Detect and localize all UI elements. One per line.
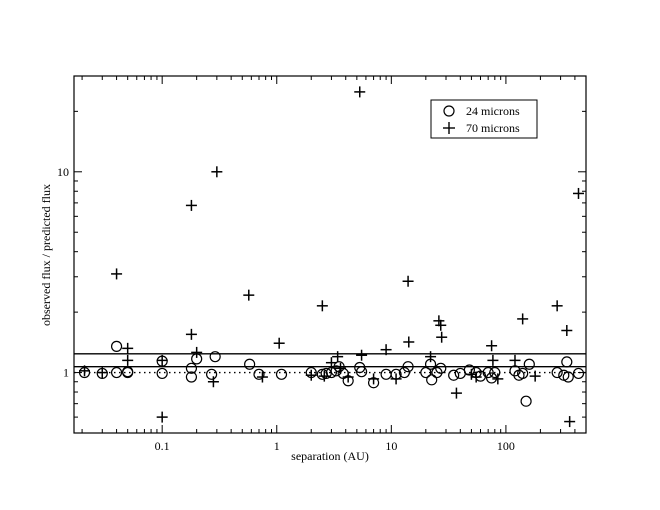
point-70-microns [318, 370, 330, 382]
point-24-microns [561, 356, 573, 368]
point-70-microns [185, 328, 197, 340]
point-70-microns [561, 324, 573, 336]
point-70-microns [564, 416, 576, 428]
point-70-microns [368, 373, 380, 385]
point-70-microns [243, 289, 255, 301]
point-24-microns [398, 366, 410, 379]
plot-frame [73, 75, 587, 434]
point-24-microns [551, 366, 563, 379]
reference-lines [74, 353, 586, 374]
point-24-microns [402, 361, 414, 373]
y-tick-label: 1 [63, 366, 69, 380]
point-70-microns [450, 387, 462, 399]
point-70-microns [551, 300, 563, 312]
y-axis-label: observed flux / predicted flux [39, 184, 53, 326]
x-tick-label: 0.1 [155, 439, 170, 453]
point-24-microns [426, 374, 438, 386]
point-24-microns [244, 358, 256, 370]
y-tick-label: 10 [57, 165, 69, 179]
point-70-microns [572, 187, 584, 199]
legend-label-24-microns: 24 microns [466, 104, 520, 118]
point-24-microns [572, 367, 585, 380]
point-70-microns [96, 367, 108, 379]
point-70-microns [111, 268, 123, 280]
point-70-microns [492, 373, 504, 385]
point-70-microns [156, 411, 168, 423]
point-70-microns [325, 357, 337, 369]
point-24-microns [520, 395, 532, 407]
point-70-microns [425, 351, 437, 363]
point-70-microns [316, 300, 328, 312]
legend: 24 microns 70 microns [430, 99, 538, 139]
point-70-microns [509, 354, 521, 366]
point-70-microns [342, 371, 354, 383]
point-24-microns [517, 367, 529, 380]
point-70-microns [354, 86, 366, 98]
point-24-microns [523, 358, 535, 370]
point-24-microns [253, 368, 265, 380]
point-70-microns [207, 376, 219, 388]
point-70-microns [211, 166, 223, 178]
point-70-microns [390, 373, 402, 385]
point-70-microns [380, 344, 392, 356]
point-24-microns [482, 366, 494, 379]
point-24-microns [489, 366, 501, 379]
point-70-microns [486, 340, 498, 352]
point-70-microns [529, 370, 541, 382]
point-24-microns [355, 366, 368, 378]
point-70-microns [487, 354, 499, 366]
point-24-microns [448, 369, 460, 381]
point-24-microns [420, 366, 432, 379]
point-70-microns [256, 371, 268, 383]
point-70-microns [156, 354, 168, 366]
point-70-microns [273, 337, 285, 349]
legend-label-70-microns: 70 microns [466, 121, 520, 135]
x-axis-label: separation (AU) [291, 449, 369, 463]
point-70-microns [122, 354, 134, 366]
data-points [78, 86, 585, 428]
point-24-microns [435, 362, 447, 374]
point-70-microns [356, 349, 368, 361]
point-24-microns [185, 371, 198, 383]
point-24-microns [205, 368, 218, 380]
point-70-microns [122, 342, 134, 354]
point-70-microns [517, 313, 529, 325]
point-70-microns [334, 362, 346, 374]
point-70-microns [403, 336, 415, 348]
x-tick-label: 1 [274, 439, 280, 453]
legend-plus-marker [443, 122, 455, 134]
x-axis: 0.1 1 10 100 [81, 76, 587, 453]
point-24-microns [485, 372, 498, 384]
point-24-microns [110, 366, 123, 379]
point-24-microns [275, 368, 288, 380]
point-70-microns [79, 365, 91, 377]
point-24-microns [380, 368, 392, 380]
point-70-microns [332, 351, 344, 363]
x-tick-label: 100 [497, 439, 515, 453]
point-70-microns [402, 275, 414, 287]
point-70-microns [305, 369, 317, 381]
point-24-microns [562, 371, 574, 383]
point-70-microns [191, 346, 203, 358]
point-24-microns [209, 351, 221, 363]
y-axis: 1 10 [57, 75, 586, 434]
point-24-microns [110, 340, 123, 352]
point-70-microns [435, 319, 447, 331]
x-tick-label: 10 [385, 439, 397, 453]
legend-circle-marker [443, 105, 455, 117]
point-24-microns [320, 367, 332, 380]
point-70-microns [436, 331, 448, 343]
point-70-microns [433, 315, 445, 327]
point-24-microns [185, 362, 198, 374]
point-70-microns [185, 199, 197, 211]
point-24-microns [156, 367, 168, 380]
point-70-microns [470, 371, 482, 383]
point-24-microns [122, 366, 134, 378]
point-70-microns [465, 368, 477, 380]
